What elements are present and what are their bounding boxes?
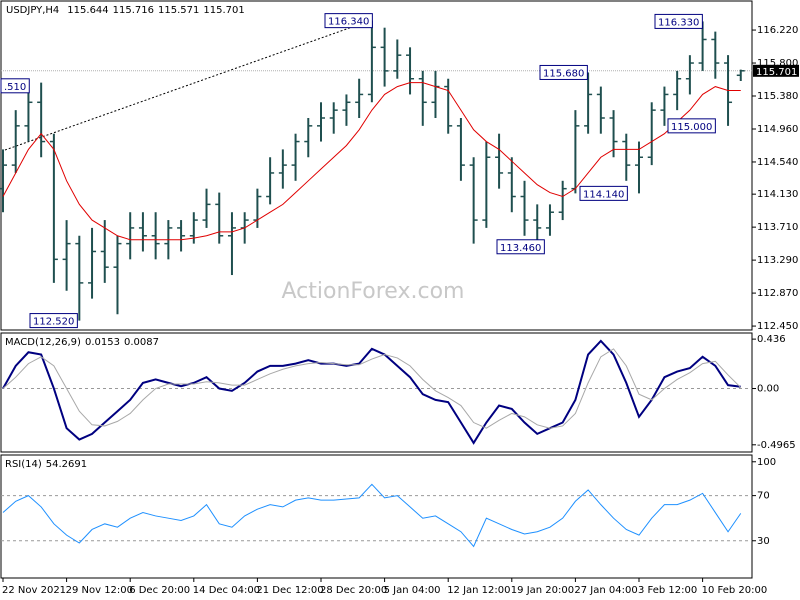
x-tick-label: 22 Nov 2021 (2, 585, 66, 596)
annotation-box (654, 13, 703, 29)
header-value: 0.0153 (85, 337, 120, 348)
annotation-box (0, 78, 30, 94)
x-tick-label: 27 Jan 04:00 (574, 585, 637, 596)
panel-title: USDJPY,H4 (6, 5, 59, 16)
annotation-label: 116.340 (328, 17, 369, 28)
annotation-box (667, 118, 716, 134)
x-tick-label: 3 Feb 12:00 (638, 585, 697, 596)
panel-frame (0, 0, 753, 331)
y-tick-label: 115.380 (757, 91, 798, 102)
trend-line (4, 19, 373, 151)
annotation-label: 115.680 (543, 68, 584, 79)
x-tick-label: 29 Nov 12:00 (66, 585, 133, 596)
panel-title: RSI(14) (5, 459, 42, 470)
y-tick-label: 113.290 (757, 255, 798, 266)
x-tick-label: 21 Dec 12:00 (256, 585, 323, 596)
annotation-box (496, 239, 545, 255)
x-tick-label: 5 Jan 04:00 (384, 585, 441, 596)
header-value: 115.716 (113, 5, 154, 16)
series-line (2, 82, 741, 241)
annotation-label: 113.460 (500, 243, 541, 254)
header-value: 0.0087 (124, 337, 159, 348)
annotation-label: 115.000 (671, 122, 712, 133)
current-price-label: 115.701 (756, 67, 797, 78)
panel-frame (0, 454, 753, 579)
y-tick-label: 0.00 (757, 384, 779, 395)
annotation-box (324, 13, 373, 29)
x-tick-label: 12 Jan 12:00 (447, 585, 510, 596)
annotation-box (539, 64, 588, 80)
panel-frame (0, 332, 753, 453)
y-tick-label: 115.800 (757, 58, 798, 69)
header-value: 54.2691 (46, 459, 87, 470)
y-tick-label: 114.130 (757, 189, 798, 200)
x-tick-label: 19 Jan 20:00 (511, 585, 574, 596)
panel-title: MACD(12,26,9) (5, 337, 81, 348)
x-tick-label: 10 Feb 20:00 (702, 585, 768, 596)
series-line (2, 339, 741, 445)
header-value: 115.571 (158, 5, 199, 16)
x-tick-label: 6 Dec 20:00 (129, 585, 190, 596)
y-tick-label: 112.450 (757, 321, 798, 332)
y-tick-label: 116.220 (757, 25, 798, 36)
y-tick-label: 113.710 (757, 222, 798, 233)
annotation-label: 112.520 (33, 317, 74, 328)
y-tick-label: 112.870 (757, 288, 798, 299)
annotation-box (579, 185, 628, 201)
annotation-label: 116.330 (658, 17, 699, 28)
y-tick-label: 30 (757, 536, 770, 547)
series-line (2, 348, 742, 429)
panel-header: RSI(14) 54.2691 (5, 459, 87, 470)
series-line (2, 483, 742, 548)
x-tick-label: 14 Dec 04:00 (193, 585, 260, 596)
y-tick-label: 114.540 (757, 157, 798, 168)
x-tick-label: 28 Dec 20:00 (320, 585, 387, 596)
header-value: 115.701 (203, 5, 244, 16)
panel-header: MACD(12,26,9) 0.0153 0.0087 (5, 337, 159, 348)
y-tick-label: 70 (757, 491, 770, 502)
y-tick-label: 100 (757, 457, 776, 468)
watermark: ActionForex.com (282, 279, 465, 304)
header-value: 115.644 (67, 5, 108, 16)
y-tick-label: -0.4965 (757, 440, 796, 451)
annotation-label: .510 (4, 82, 26, 93)
annotation-label: 114.140 (583, 189, 624, 200)
annotation-box (29, 313, 78, 329)
y-tick-label: 114.960 (757, 124, 798, 135)
panel-header: USDJPY,H4 115.644 115.716 115.571 115.701 (6, 5, 245, 16)
y-tick-label: 0.436 (757, 334, 786, 345)
current-price-box (753, 64, 799, 77)
